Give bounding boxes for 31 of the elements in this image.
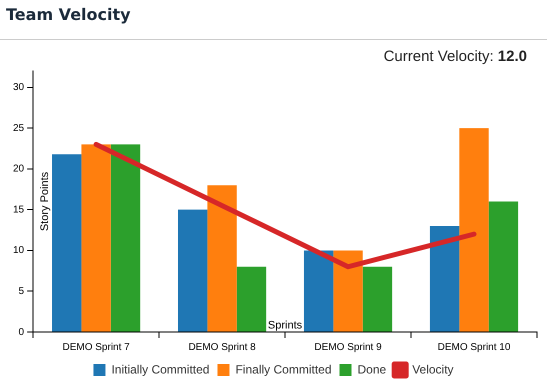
bar — [81, 144, 111, 332]
y-tick-label: 0 — [18, 326, 25, 338]
y-tick-label: 20 — [13, 164, 25, 175]
x-tick-label: DEMO Sprint 9 — [314, 342, 382, 353]
x-tick-label: DEMO Sprint 8 — [188, 342, 256, 353]
legend-label: Finally Committed — [235, 362, 332, 376]
bar — [488, 202, 518, 332]
legend-label: Velocity — [412, 362, 454, 376]
y-tick-label: 30 — [13, 82, 25, 94]
y-tick-label: 25 — [13, 122, 25, 134]
y-tick-label: 5 — [18, 286, 25, 297]
legend-label: Initially Committed — [111, 362, 210, 376]
bar — [362, 266, 392, 332]
text: Current Velocity: 12.0 — [384, 48, 527, 65]
x-tick-label: DEMO Sprint 10 — [438, 342, 511, 353]
bar — [178, 210, 208, 332]
bar — [236, 266, 266, 332]
legend-label: Done — [358, 362, 387, 376]
y-tick-label: 15 — [13, 204, 25, 216]
x-axis-title: Sprints — [268, 320, 303, 332]
x-tick-label: DEMO Sprint 7 — [62, 342, 130, 353]
bar — [304, 250, 334, 332]
bar — [430, 226, 460, 332]
bar — [333, 250, 363, 332]
y-axis-title: Story Points — [39, 171, 52, 232]
bar — [459, 128, 489, 332]
chart-title: Team Velocity — [6, 5, 131, 24]
bar — [52, 154, 82, 332]
bar — [207, 185, 237, 332]
y-tick-label: 10 — [13, 245, 25, 256]
bar — [110, 144, 140, 332]
